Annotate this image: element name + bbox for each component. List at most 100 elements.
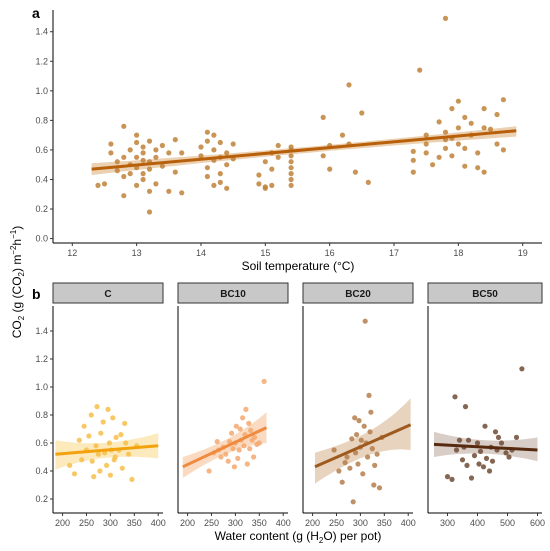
facet-strip [52, 282, 164, 304]
data-point [442, 15, 449, 21]
data-point [256, 172, 262, 178]
data-point [107, 472, 113, 478]
x-tick-label: 300 [228, 518, 243, 528]
data-point [368, 409, 374, 415]
data-point [113, 434, 119, 440]
data-point [246, 420, 252, 426]
data-point [346, 82, 352, 88]
data-point [159, 142, 165, 149]
data-point [350, 499, 356, 505]
y-tick-label: 1.4 [35, 27, 48, 37]
x-tick-label: 300 [440, 518, 455, 528]
x-tick-label: 350 [127, 518, 142, 528]
data-point [76, 437, 82, 443]
data-point [104, 462, 110, 468]
data-point [129, 476, 135, 482]
data-point [241, 443, 247, 449]
data-point [247, 446, 253, 452]
facet-strip [302, 282, 414, 304]
x-tick-label: 250 [204, 518, 219, 528]
data-point [452, 394, 458, 400]
data-point [105, 406, 111, 412]
data-point [464, 462, 470, 468]
data-point [153, 154, 159, 160]
x-tick-label: 13 [132, 248, 142, 258]
data-point [217, 139, 223, 146]
data-point [198, 153, 204, 159]
data-point [352, 169, 358, 175]
data-point [468, 120, 474, 126]
data-point [127, 171, 133, 177]
facet-bc50: BC50 300 400 500 600 [427, 282, 545, 528]
data-point [110, 415, 116, 421]
data-point [217, 179, 223, 185]
y-tick-label: 1.2 [35, 354, 48, 364]
regression-line [55, 444, 159, 456]
data-point [94, 404, 100, 410]
data-point [134, 139, 140, 146]
data-point [465, 437, 472, 443]
data-point [134, 154, 140, 160]
data-point [118, 432, 124, 438]
data-point [361, 423, 367, 429]
x-tick-label: 250 [329, 518, 344, 528]
data-point [449, 476, 455, 482]
data-point [256, 440, 262, 446]
data-point [269, 166, 275, 172]
data-point [172, 137, 178, 143]
data-point [494, 141, 500, 147]
data-point [204, 138, 210, 144]
y-tick-label: 0.0 [35, 234, 48, 244]
data-point [159, 163, 165, 169]
data-point [468, 475, 475, 481]
data-point [275, 142, 281, 149]
data-point [86, 433, 92, 439]
data-point [288, 153, 294, 159]
data-point [410, 148, 416, 154]
data-point [410, 157, 416, 163]
data-point [365, 179, 371, 185]
data-point [331, 447, 337, 453]
data-point [140, 171, 146, 177]
facet-strip-label: BC50 [472, 289, 498, 300]
y-axis-title-sup: −1 [9, 229, 18, 239]
data-point [349, 436, 355, 442]
data-point [358, 437, 364, 443]
data-point [359, 110, 365, 116]
data-point [344, 454, 350, 460]
data-point [140, 157, 146, 163]
data-point [327, 166, 333, 172]
data-point [475, 165, 481, 171]
data-point [462, 404, 469, 410]
data-point [251, 454, 257, 460]
data-point [498, 440, 505, 446]
data-point [486, 468, 493, 474]
x-tick-label: 17 [389, 248, 399, 258]
y-tick-label: 1.4 [35, 326, 48, 336]
data-point [214, 439, 220, 445]
y-tick-label: 0.4 [35, 466, 48, 476]
data-point [513, 434, 520, 440]
x-tick-label: 400 [470, 518, 485, 528]
data-point [487, 126, 494, 132]
facet-strip-label: BC10 [220, 289, 246, 300]
data-point [483, 455, 490, 461]
data-point [172, 169, 178, 175]
y-axis-title-sub: 2 [17, 315, 26, 320]
data-point [121, 193, 127, 199]
data-point [89, 458, 95, 464]
data-point [462, 163, 468, 169]
data-point [223, 451, 229, 457]
data-point [114, 159, 120, 165]
data-point [320, 153, 326, 159]
data-point [114, 168, 120, 174]
y-axis-title-sup: −2 [9, 245, 18, 255]
x-tick-label: 200 [305, 518, 320, 528]
data-point [288, 171, 294, 177]
data-point [244, 461, 250, 467]
y-axis-title-part: h [10, 239, 24, 246]
facet-bc20: BC20 200 250 300 350 400 [302, 282, 416, 528]
y-tick-label: 1.0 [35, 382, 48, 392]
data-point [108, 141, 114, 147]
